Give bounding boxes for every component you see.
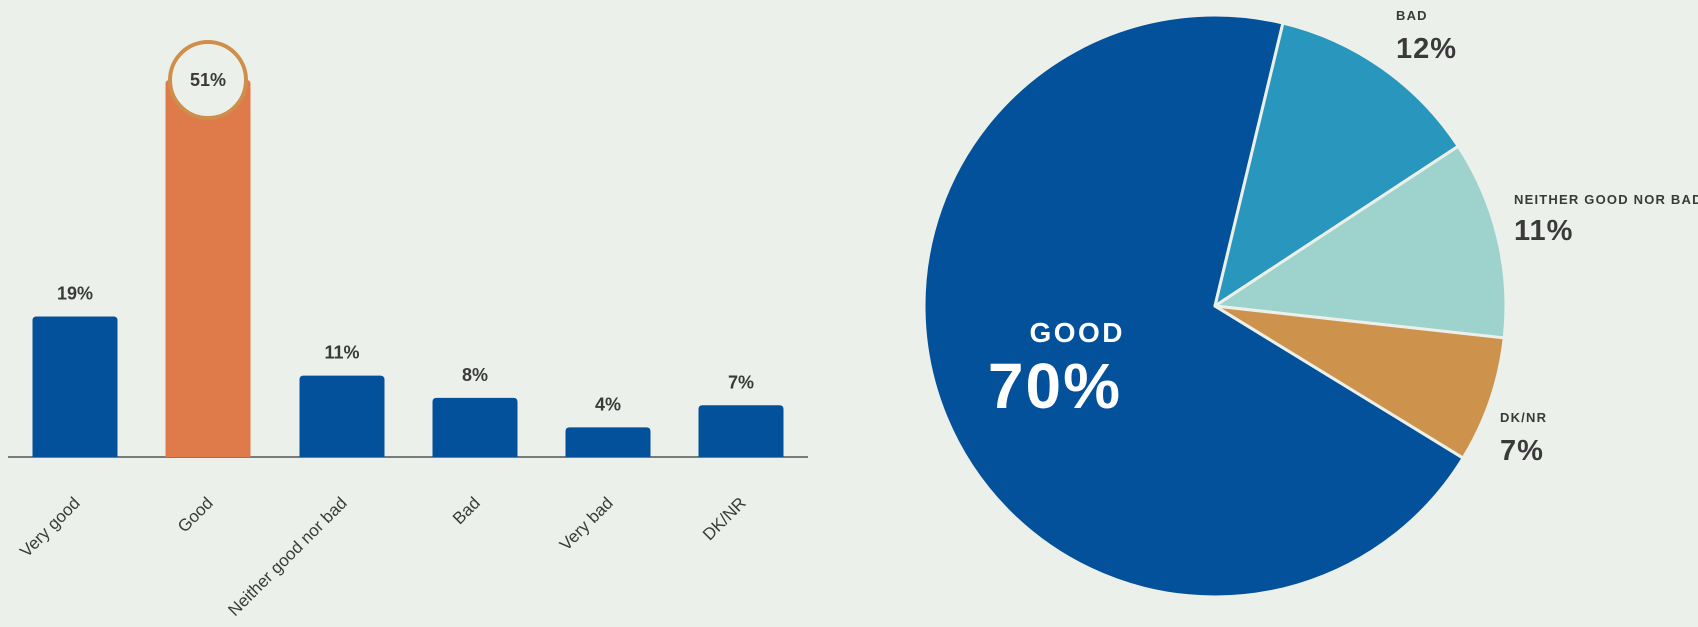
bar-value-label-neither-good-nor-bad: 11% bbox=[324, 343, 359, 363]
bar-value-label-dk-nr: 7% bbox=[728, 372, 754, 392]
bar-neither-good-nor-bad bbox=[299, 375, 385, 457]
pie-slice-good bbox=[922, 13, 1465, 599]
pie-value-neither-good-nor-bad: 11% bbox=[1514, 215, 1573, 247]
category-label-very-bad: Very bad bbox=[556, 493, 617, 554]
category-label-very-good: Very good bbox=[16, 493, 84, 561]
pie-value-dk-nr: 7% bbox=[1500, 435, 1544, 467]
pie-label-neither-good-nor-bad: NEITHER GOOD NOR BAD bbox=[1514, 192, 1698, 207]
bar-value-label-very-bad: 4% bbox=[595, 394, 621, 414]
category-label-neither-good-nor-bad: Neither good nor bad bbox=[224, 493, 350, 619]
bar-very-good bbox=[32, 316, 118, 457]
bar-value-label-bad: 8% bbox=[462, 365, 488, 385]
bar-good bbox=[165, 80, 251, 457]
pie-value-bad: 12% bbox=[1396, 33, 1457, 65]
pie-slice-bad bbox=[1213, 21, 1460, 308]
pie-label-dk-nr: DK/NR bbox=[1500, 410, 1547, 425]
category-label-bad: Bad bbox=[449, 493, 484, 528]
pie-slice-dk-nr bbox=[1213, 304, 1506, 460]
category-label-dk-nr: DK/NR bbox=[699, 493, 750, 544]
pie-value-good: 70% bbox=[988, 350, 1122, 422]
pie-label-bad: BAD bbox=[1396, 8, 1428, 23]
bar-value-label-very-good: 19% bbox=[57, 284, 93, 304]
pie-label-good: GOOD bbox=[1029, 317, 1125, 348]
bar-value-label-good: 51% bbox=[190, 70, 226, 90]
category-label-good: Good bbox=[174, 493, 217, 536]
bar-dk-nr bbox=[698, 405, 784, 457]
bar-very-bad bbox=[565, 427, 651, 457]
pie-slice-neither-good-nor-bad bbox=[1213, 144, 1508, 340]
bar-bad bbox=[432, 397, 518, 457]
highlight-bubble bbox=[168, 40, 248, 120]
bar-chart: 19% Very good 51% Good 11% Neither good nor b… bbox=[8, 40, 808, 620]
